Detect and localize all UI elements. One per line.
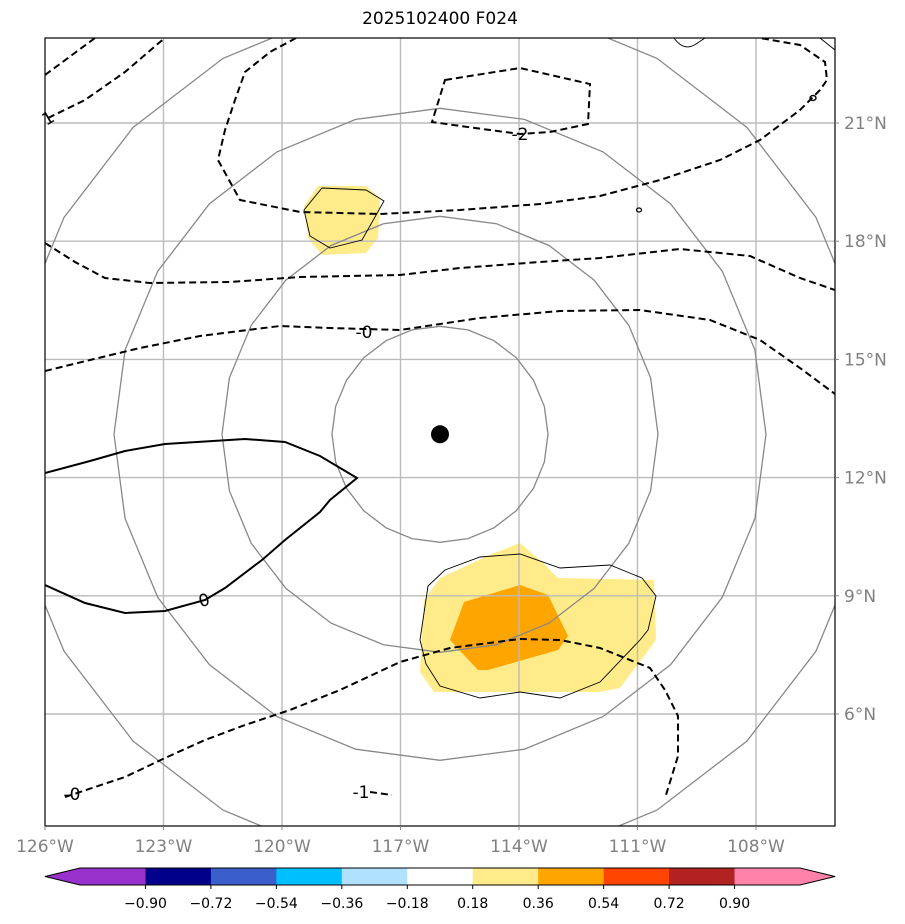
colorbar-tick-label: 0.90 [719, 896, 750, 912]
contour-dashed [47, 38, 166, 119]
contour-outline-north [303, 187, 385, 249]
range-ring [331, 325, 549, 543]
contour-dashed [216, 38, 829, 216]
y-tick-label: 18°N [844, 232, 887, 252]
x-tick-label: 117°W [372, 837, 430, 857]
contour-dashed [45, 308, 835, 395]
y-tick-label: 9°N [844, 587, 876, 607]
shaded-region-orange [450, 585, 568, 670]
shaded-region-yellow-north [304, 186, 380, 255]
colorbar-tick-label: −0.90 [124, 896, 167, 912]
x-tick-label: 108°W [727, 837, 785, 857]
colorbar-tick-label: 0.72 [654, 896, 685, 912]
x-tick-label: 123°W [135, 837, 193, 857]
contour-small [673, 38, 706, 48]
contour-label: -0 [64, 785, 81, 805]
y-tick-label: 21°N [844, 114, 887, 134]
contour-small [635, 207, 643, 213]
x-tick-label: 120°W [253, 837, 311, 857]
colorbar-outline [44, 867, 836, 886]
colorbar-segment [276, 868, 343, 885]
colorbar-tick-label: 0.54 [588, 896, 619, 912]
colorbar-segment [603, 868, 670, 885]
x-tick-label: 111°W [609, 837, 667, 857]
contour-label: -2 [512, 125, 529, 145]
contour-label: -1 [353, 783, 370, 803]
range-ring [221, 215, 659, 653]
colorbar-tick-label: −0.54 [255, 896, 298, 912]
colorbar-segment [538, 868, 605, 885]
contour-dashed [369, 791, 393, 796]
x-tick-label: 126°W [16, 837, 74, 857]
colorbar-tick-label: 0.36 [523, 896, 554, 912]
x-tick-label: 114°W [490, 837, 548, 857]
storm-center-marker [431, 425, 449, 444]
y-tick-label: 6°N [844, 705, 876, 725]
colorbar-segment [472, 868, 539, 885]
contour-label: 1 [39, 107, 58, 130]
y-tick-label: 15°N [844, 350, 887, 370]
y-tick-label: 12°N [844, 469, 887, 489]
contour-dashed [64, 637, 679, 798]
colorbar-segment [341, 868, 408, 885]
plot-frame [44, 37, 836, 827]
colorbar-extend-min [45, 868, 146, 885]
colorbar-tick-label: 0.18 [457, 896, 488, 912]
contour-label: -0 [356, 323, 373, 343]
chart-title: 2025102400 F024 [362, 9, 518, 29]
colorbar-tick-label: −0.36 [320, 896, 363, 912]
range-ring [113, 107, 767, 761]
contour-small [819, 38, 835, 51]
colorbar-segment [210, 868, 277, 885]
range-ring [45, 38, 835, 826]
colorbar-extend-max [734, 868, 835, 885]
colorbar-tick-label: −0.18 [386, 896, 429, 912]
contour-label: 0 [196, 590, 212, 612]
contour-outline-south [419, 553, 657, 699]
colorbar-segment [669, 868, 736, 885]
contour-solid-zero [45, 437, 359, 615]
colorbar-tick-label: −0.72 [189, 896, 232, 912]
contour-dashed [45, 38, 96, 76]
colorbar-segment [407, 868, 474, 885]
contour-dashed [430, 66, 592, 136]
contour-small [809, 94, 817, 102]
colorbar-segment [145, 868, 212, 885]
contour-dashed [45, 242, 835, 291]
